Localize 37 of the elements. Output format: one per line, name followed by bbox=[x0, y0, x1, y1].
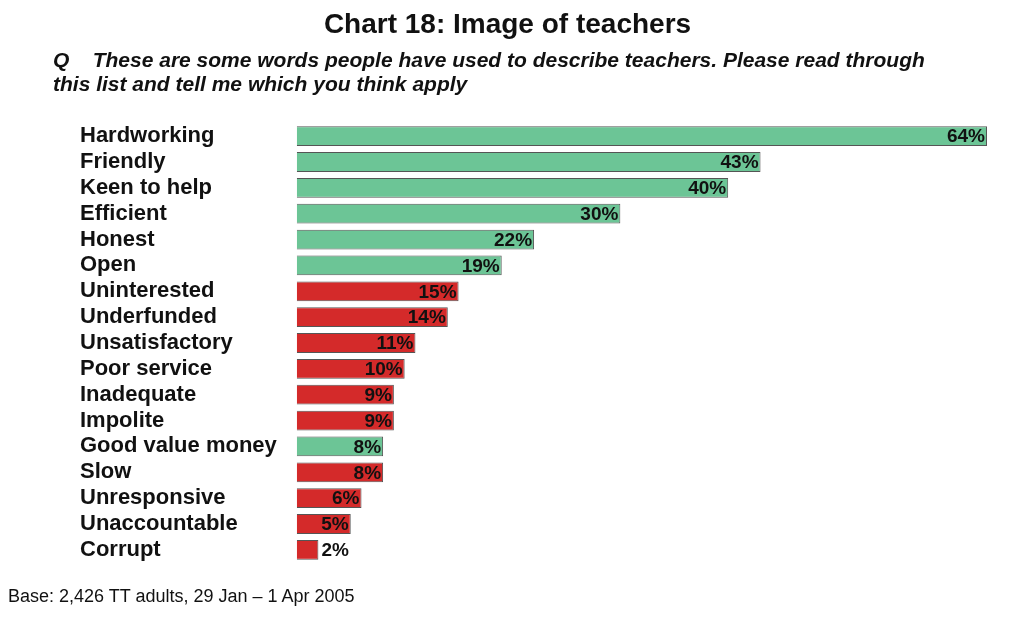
chart-subtitle: Q These are some words people have used to describe teachers. Please read through this list and tell me which you think apply bbox=[52, 48, 926, 97]
y-tick-label: Uninterested bbox=[80, 277, 215, 303]
data-label: 10% bbox=[364, 358, 403, 380]
y-tick-label: Underfunded bbox=[80, 303, 217, 329]
data-label: 6% bbox=[332, 487, 360, 509]
data-label: 11% bbox=[376, 332, 414, 354]
data-label: 19% bbox=[461, 254, 500, 276]
data-label: 8% bbox=[353, 461, 382, 483]
data-label: 2% bbox=[321, 539, 349, 561]
y-tick-label: Impolite bbox=[80, 406, 165, 432]
y-tick-label: Keen to help bbox=[80, 173, 213, 199]
y-tick-label: Good value money bbox=[80, 432, 278, 458]
y-tick-label: Friendly bbox=[80, 148, 167, 174]
chart-title: Chart 18: Image of teachers bbox=[322, 8, 693, 41]
data-label: 14% bbox=[407, 306, 446, 328]
data-label: 8% bbox=[353, 435, 382, 457]
data-label: 9% bbox=[364, 383, 392, 405]
data-label: 22% bbox=[494, 228, 533, 250]
y-tick-label: Honest bbox=[80, 225, 156, 251]
y-tick-label: Efficient bbox=[80, 199, 168, 225]
y-tick-label: Unaccountable bbox=[80, 510, 238, 536]
y-tick-label: Hardworking bbox=[80, 122, 215, 148]
data-label: 43% bbox=[720, 151, 759, 173]
y-tick-label: Open bbox=[80, 251, 137, 277]
y-tick-label: Unsatisfactory bbox=[80, 329, 234, 355]
data-label: 15% bbox=[418, 280, 457, 302]
y-tick-label: Corrupt bbox=[80, 535, 162, 561]
data-label: 5% bbox=[321, 513, 349, 535]
y-tick-label: Unresponsive bbox=[80, 484, 226, 510]
y-tick-label: Inadequate bbox=[80, 380, 197, 406]
y-tick-label: Slow bbox=[80, 458, 133, 484]
data-label: 9% bbox=[364, 409, 392, 431]
data-label: 30% bbox=[580, 202, 619, 224]
y-tick-label: Poor service bbox=[80, 354, 213, 380]
data-label: 40% bbox=[688, 177, 727, 199]
text: Base: 2,426 TT adults, 29 Jan – 1 Apr 2005 bbox=[8, 586, 356, 607]
data-label: 64% bbox=[946, 125, 986, 147]
